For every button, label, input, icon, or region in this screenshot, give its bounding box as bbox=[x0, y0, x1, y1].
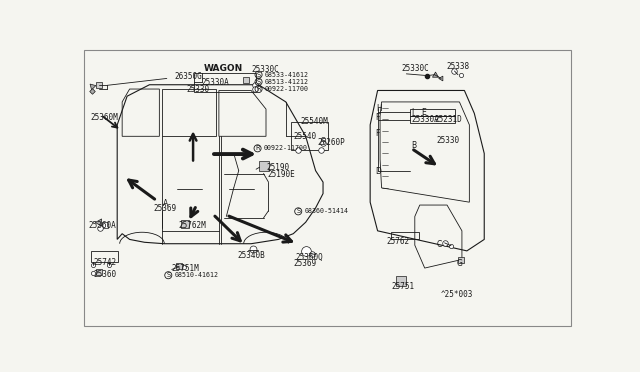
Text: 25751: 25751 bbox=[392, 282, 415, 291]
Text: 08360-51414: 08360-51414 bbox=[304, 208, 348, 214]
Text: WAGON: WAGON bbox=[204, 64, 243, 74]
Text: 25540M: 25540M bbox=[301, 118, 328, 126]
Text: 25190: 25190 bbox=[266, 163, 289, 172]
Text: F: F bbox=[375, 113, 380, 122]
Bar bbox=[410, 116, 456, 124]
Bar bbox=[410, 109, 456, 116]
Text: 25540: 25540 bbox=[293, 132, 316, 141]
Text: D: D bbox=[375, 167, 381, 176]
Text: 25360A: 25360A bbox=[89, 221, 116, 230]
Text: R: R bbox=[256, 86, 261, 92]
Text: 25751M: 25751M bbox=[172, 264, 200, 273]
Text: 25231D: 25231D bbox=[435, 115, 462, 124]
Text: 25340B: 25340B bbox=[237, 251, 266, 260]
Text: 25260P: 25260P bbox=[317, 138, 345, 147]
Text: 25330: 25330 bbox=[187, 84, 210, 93]
Text: 25369: 25369 bbox=[154, 204, 177, 213]
Bar bbox=[194, 73, 256, 92]
Text: 08513-41212: 08513-41212 bbox=[264, 79, 308, 85]
Text: 25762: 25762 bbox=[387, 237, 410, 246]
Bar bbox=[91, 251, 118, 262]
Text: 25369: 25369 bbox=[293, 259, 316, 268]
Text: 25330C: 25330C bbox=[401, 64, 429, 73]
Text: 25360: 25360 bbox=[94, 270, 117, 279]
Text: 25330: 25330 bbox=[436, 136, 460, 145]
Text: 25762M: 25762M bbox=[178, 221, 206, 230]
Text: G: G bbox=[457, 259, 463, 268]
Text: 25190E: 25190E bbox=[268, 170, 295, 179]
Text: 00922-11700: 00922-11700 bbox=[264, 145, 307, 151]
Text: C: C bbox=[436, 240, 442, 249]
Text: F: F bbox=[375, 129, 380, 138]
Text: 25338: 25338 bbox=[446, 62, 469, 71]
Bar bbox=[392, 232, 419, 239]
Text: J: J bbox=[412, 108, 413, 117]
Text: 25742: 25742 bbox=[94, 259, 117, 267]
Text: 08510-41612: 08510-41612 bbox=[174, 272, 218, 278]
Text: S: S bbox=[166, 272, 170, 278]
Text: 25330A: 25330A bbox=[202, 78, 229, 87]
Text: 08533-41612: 08533-41612 bbox=[264, 72, 308, 78]
Text: 25360Q: 25360Q bbox=[296, 253, 323, 262]
Text: S: S bbox=[257, 72, 260, 78]
Text: 25330C: 25330C bbox=[251, 65, 279, 74]
Text: ^25*003: ^25*003 bbox=[441, 290, 474, 299]
Text: S: S bbox=[296, 208, 300, 214]
Text: S: S bbox=[257, 79, 260, 85]
Text: A: A bbox=[163, 199, 168, 208]
Text: 00922-11700: 00922-11700 bbox=[264, 86, 308, 92]
Bar bbox=[291, 122, 328, 150]
Text: 25330A: 25330A bbox=[412, 115, 439, 124]
Text: B: B bbox=[412, 141, 417, 150]
Text: H: H bbox=[376, 104, 382, 113]
Text: E: E bbox=[421, 108, 426, 117]
Text: 25360M: 25360M bbox=[91, 113, 118, 122]
Text: R: R bbox=[255, 145, 260, 151]
Text: 26350G: 26350G bbox=[174, 72, 202, 81]
